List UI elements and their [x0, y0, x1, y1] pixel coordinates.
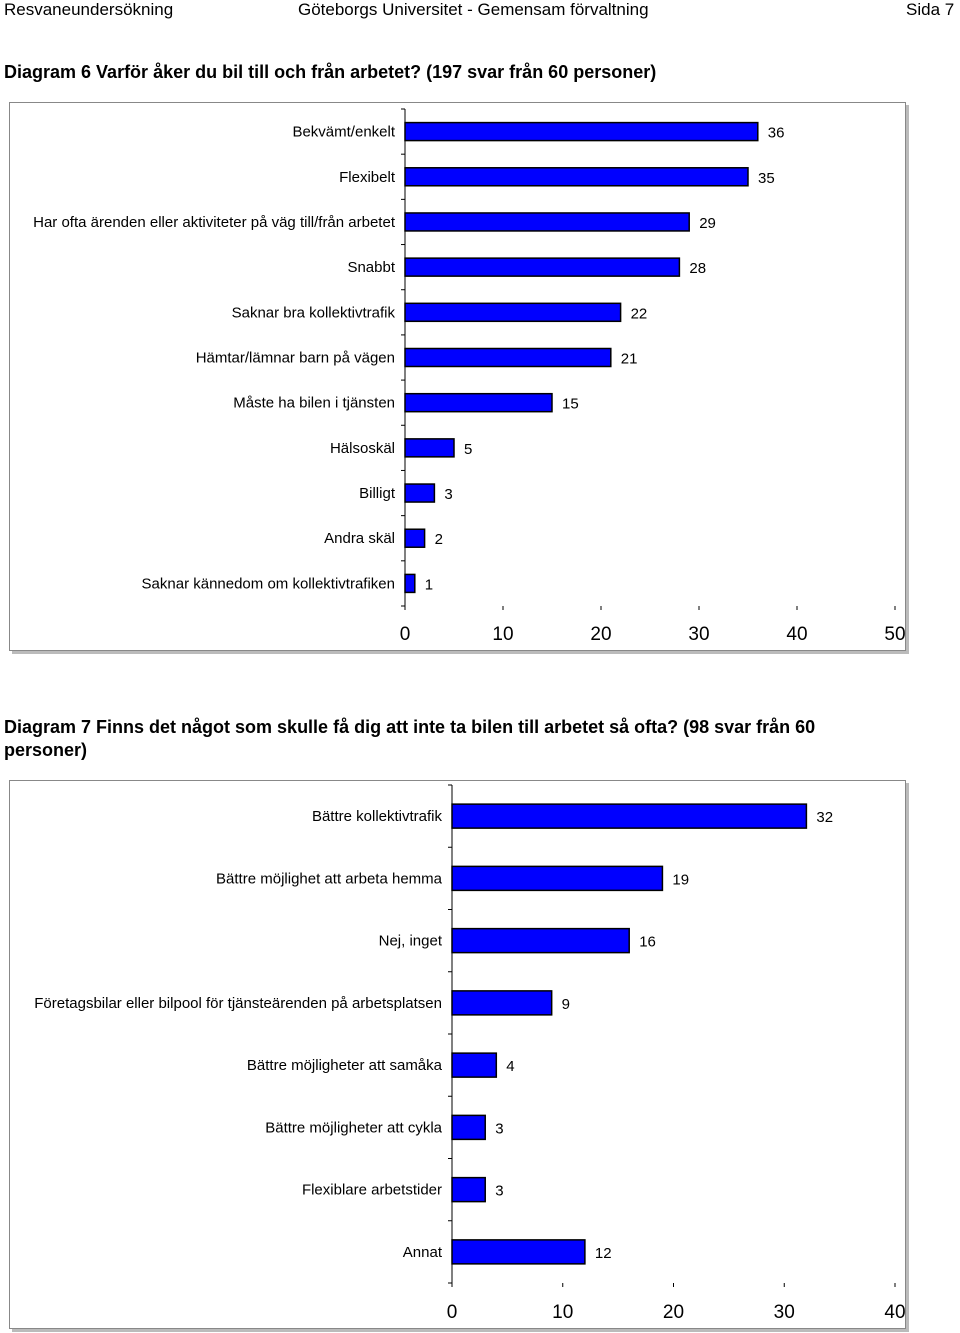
category-label: Saknar bra kollektivtrafik [232, 304, 396, 321]
category-label: Andra skäl [324, 530, 395, 547]
bar [451, 927, 630, 954]
category-label: Har ofta ärenden eller aktiviteter på vä… [33, 214, 396, 231]
category-label: Saknar kännedom om kollektivtrafiken [142, 575, 395, 592]
bar-value-label: 32 [816, 809, 833, 826]
bar-value-label: 1 [425, 576, 433, 593]
bar [404, 167, 749, 187]
bar [451, 1052, 498, 1078]
bar [404, 438, 455, 458]
bar [451, 1176, 486, 1203]
bar-value-label: 2 [435, 531, 443, 548]
chart-1-title: Diagram 6 Varför åker du bil till och fr… [4, 62, 657, 82]
x-tick-label: 20 [663, 1302, 684, 1323]
chart-1-panel: 0 10 20 30 40 50 Bekvämt/enkelt 36 Flexibelt 35 Ha… [9, 102, 906, 651]
bar [451, 1239, 586, 1265]
bar [451, 990, 553, 1016]
x-tick-label: 30 [688, 624, 709, 645]
category-label: Företagsbilar eller bilpool för tjänsteä… [34, 995, 442, 1012]
category-label: Hämtar/lämnar barn på vägen [196, 350, 395, 367]
header-center: Göteborgs Universitet - Gemensam förvalt… [298, 0, 649, 19]
header-right: Sida 7 [906, 0, 955, 19]
header-left: Resvaneundersökning [4, 0, 174, 19]
x-tick-label: 40 [786, 624, 807, 645]
bar-value-label: 12 [595, 1245, 612, 1262]
chart-2-panel: 0 10 20 30 40 Bättre kollektivtrafik 32 Bättre … [9, 780, 906, 1329]
category-label: Nej, inget [379, 933, 443, 950]
category-label: Snabbt [347, 259, 395, 276]
bar [451, 1114, 486, 1141]
bar-value-label: 16 [639, 934, 656, 951]
bar-value-label: 3 [444, 486, 452, 503]
bar-value-label: 3 [495, 1183, 503, 1200]
category-label: Flexibelt [339, 169, 396, 186]
bar [404, 573, 416, 594]
bar [451, 865, 664, 892]
bar-value-label: 22 [631, 305, 648, 322]
bar-value-label: 35 [758, 170, 775, 187]
bar [404, 257, 681, 277]
category-label: Flexiblare arbetstider [302, 1182, 442, 1199]
bar-value-label: 9 [562, 996, 570, 1013]
bar [451, 803, 808, 829]
x-tick-label: 30 [774, 1302, 795, 1323]
bar-value-label: 5 [464, 441, 472, 458]
category-label: Billigt [359, 485, 396, 502]
bar [404, 302, 622, 323]
category-label: Måste ha bilen i tjänsten [233, 395, 395, 412]
x-tick-label: 10 [492, 624, 513, 645]
bar [404, 347, 612, 368]
category-label: Bekvämt/enkelt [292, 124, 395, 141]
bar [404, 121, 759, 142]
x-tick-label: 0 [400, 624, 411, 645]
chart-2-svg: 0 10 20 30 40 Bättre kollektivtrafik 32 Bättre … [34, 784, 906, 1323]
bar-value-label: 19 [672, 871, 689, 888]
category-label: Annat [403, 1244, 443, 1261]
bar [404, 528, 426, 548]
bar-value-label: 36 [768, 125, 785, 142]
category-label: Hälsoskäl [330, 440, 395, 457]
bar [404, 392, 553, 413]
x-tick-label: 0 [447, 1302, 458, 1323]
category-label: Bättre möjligheter att cykla [265, 1119, 442, 1136]
bar-value-label: 4 [506, 1058, 514, 1075]
bar [404, 483, 436, 503]
bar-value-label: 15 [562, 396, 579, 413]
chart-2-title: Diagram 7 Finns det något som skulle få … [4, 717, 816, 760]
bar-value-label: 21 [621, 351, 638, 368]
bar-value-label: 3 [495, 1120, 503, 1137]
bar-value-label: 28 [689, 260, 706, 277]
bar [404, 212, 690, 232]
bar-value-label: 29 [699, 215, 716, 232]
x-tick-label: 50 [884, 624, 905, 645]
x-tick-label: 40 [884, 1302, 905, 1323]
x-tick-label: 10 [552, 1302, 573, 1323]
x-tick-label: 20 [590, 624, 611, 645]
category-label: Bättre kollektivtrafik [312, 808, 443, 825]
category-label: Bättre möjligheter att samåka [247, 1057, 443, 1074]
category-label: Bättre möjlighet att arbeta hemma [216, 870, 443, 887]
